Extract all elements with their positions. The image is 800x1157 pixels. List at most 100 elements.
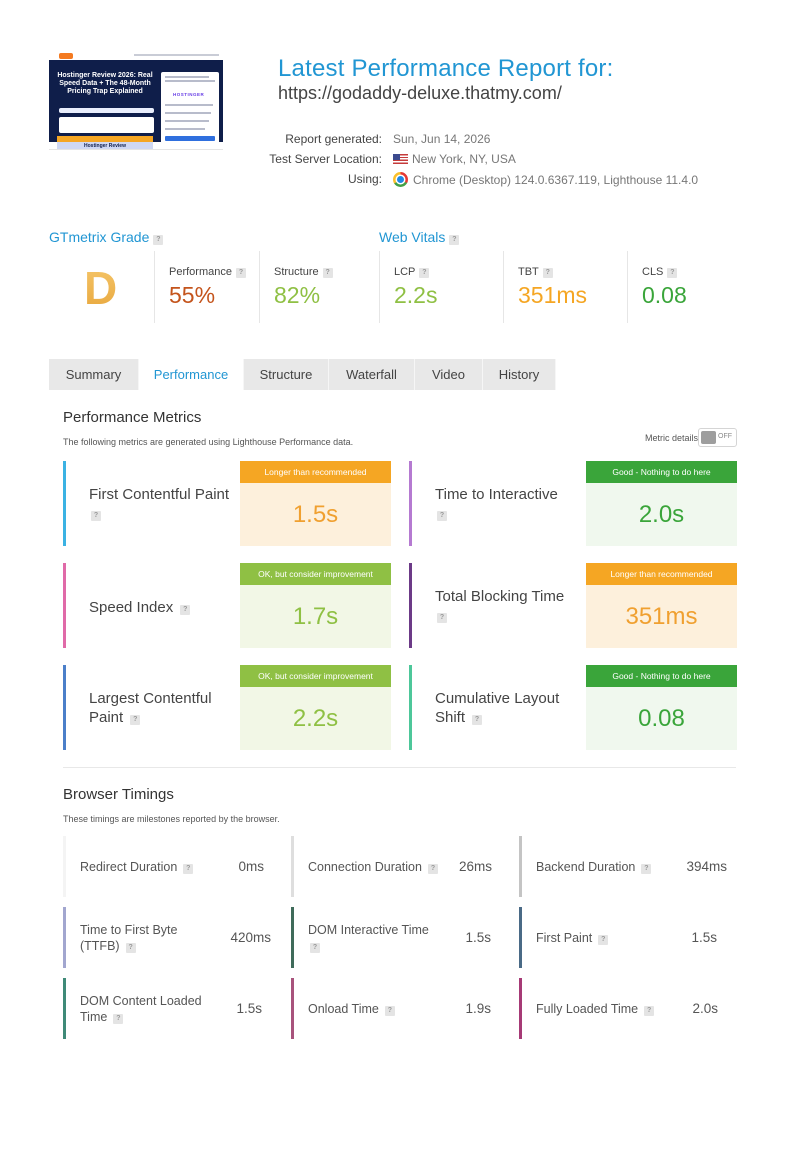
- timing-name: First Paint?: [536, 930, 686, 946]
- tbt-label: TBT: [518, 266, 539, 278]
- help-icon[interactable]: ?: [419, 268, 430, 278]
- metric-value: 1.7s: [292, 603, 339, 630]
- help-icon[interactable]: ?: [384, 1006, 395, 1016]
- thumbnail-card-button: [165, 136, 215, 141]
- help-icon[interactable]: ?: [183, 864, 194, 874]
- tab-structure[interactable]: Structure: [244, 359, 329, 390]
- thumbnail-card-brand: HOSTINGER: [173, 92, 205, 97]
- timing-value: 1.5s: [691, 930, 717, 945]
- toggle-state: OFF: [718, 433, 732, 440]
- help-icon[interactable]: ?: [310, 943, 320, 953]
- help-icon[interactable]: ?: [427, 864, 438, 874]
- grade-letter: D: [84, 260, 120, 316]
- timing-name: DOM Interactive Time?: [308, 922, 438, 954]
- metric-stripe: [409, 563, 412, 648]
- help-icon[interactable]: ?: [472, 715, 483, 725]
- help-icon[interactable]: ?: [91, 511, 101, 521]
- status-badge: Good - Nothing to do here: [586, 461, 737, 483]
- structure-score: Structure? 82%: [259, 251, 379, 323]
- tbt-vital: TBT? 351ms: [503, 251, 627, 323]
- help-icon[interactable]: ?: [667, 268, 678, 278]
- help-icon[interactable]: ?: [598, 935, 609, 945]
- metric-name: Total Blocking Time?: [435, 587, 585, 625]
- help-icon[interactable]: ?: [125, 943, 136, 953]
- thumbnail-nav-links: [134, 54, 219, 56]
- timing-name: DOM Content Loaded Time?: [80, 993, 205, 1025]
- metric-value: 351ms: [625, 603, 698, 630]
- report-title: Latest Performance Report for:: [278, 55, 614, 82]
- timing-name: Redirect Duration?: [80, 859, 230, 875]
- metric-cumulative-layout-shift: Cumulative Layout Shift? Good - Nothing …: [409, 665, 737, 750]
- report-generated-label: Report generated:: [285, 132, 382, 146]
- browser-timings-description: These timings are milestones reported by…: [63, 814, 280, 824]
- using-label: Using:: [347, 172, 382, 186]
- timing-value: 26ms: [458, 859, 492, 874]
- timing-onload-time: Onload Time? 1.9s: [291, 978, 507, 1039]
- using-value: Chrome (Desktop) 124.0.6367.119, Lightho…: [413, 173, 699, 187]
- help-icon[interactable]: ?: [437, 511, 447, 521]
- report-generated-value: Sun, Jun 14, 2026: [393, 132, 491, 146]
- tbt-value: 351ms: [518, 282, 588, 308]
- help-icon[interactable]: ?: [113, 1014, 124, 1024]
- metric-name-text: Total Blocking Time: [435, 588, 565, 605]
- status-badge: Good - Nothing to do here: [586, 665, 737, 687]
- report-url[interactable]: https://godaddy-deluxe.thatmy.com/: [278, 83, 562, 103]
- cls-label: CLS: [642, 266, 664, 278]
- timing-name: Backend Duration?: [536, 859, 686, 875]
- metric-result: Good - Nothing to do here 2.0s: [586, 461, 737, 546]
- timing-value: 394ms: [686, 859, 727, 874]
- page-screenshot-thumbnail: Hostinger Review 2026: Real Speed Data +…: [49, 52, 223, 150]
- help-icon[interactable]: ?: [437, 613, 447, 623]
- timing-name-text: Backend Duration: [536, 860, 636, 874]
- lcp-label: LCP: [394, 266, 416, 278]
- tab-performance[interactable]: Performance: [139, 359, 244, 390]
- help-icon[interactable]: ?: [641, 864, 652, 874]
- help-icon[interactable]: ?: [153, 235, 164, 245]
- timing-name: Time to First Byte (TTFB)?: [80, 922, 195, 954]
- help-icon[interactable]: ?: [322, 268, 333, 278]
- timing-stripe: [291, 907, 294, 968]
- metric-speed-index: Speed Index? OK, but consider improvemen…: [63, 563, 391, 648]
- help-icon[interactable]: ?: [644, 1006, 655, 1016]
- performance-metrics-heading: Performance Metrics: [63, 409, 202, 426]
- web-vitals-heading-text: Web Vitals: [379, 229, 446, 245]
- help-icon[interactable]: ?: [542, 268, 553, 278]
- help-icon[interactable]: ?: [180, 605, 191, 615]
- help-icon[interactable]: ?: [235, 268, 246, 278]
- tab-waterfall[interactable]: Waterfall: [329, 359, 415, 390]
- tab-video[interactable]: Video: [415, 359, 483, 390]
- thumbnail-logo-icon: [59, 53, 73, 59]
- performance-score: Performance? 55%: [154, 251, 259, 323]
- timing-value: 0ms: [238, 859, 264, 874]
- structure-value: 82%: [274, 282, 321, 308]
- metric-value: 2.2s: [292, 705, 339, 732]
- metric-value: 2.0s: [638, 501, 685, 528]
- timing-stripe: [519, 907, 522, 968]
- us-flag-icon: [393, 154, 408, 164]
- thumbnail-author-box: [59, 117, 154, 133]
- timing-connection-duration: Connection Duration? 26ms: [291, 836, 507, 897]
- metric-name: Time to Interactive?: [435, 485, 585, 523]
- help-icon[interactable]: ?: [130, 715, 141, 725]
- tab-summary[interactable]: Summary: [49, 359, 139, 390]
- metric-value: 1.5s: [292, 501, 339, 528]
- thumbnail-hero-title: Hostinger Review 2026: Real Speed Data +…: [57, 72, 153, 95]
- timing-name-text: Time to First Byte (TTFB): [80, 923, 178, 953]
- status-badge: Longer than recommended: [240, 461, 391, 483]
- metric-stripe: [409, 461, 412, 546]
- tab-history[interactable]: History: [483, 359, 556, 390]
- help-icon[interactable]: ?: [449, 235, 460, 245]
- browser-timings-heading: Browser Timings: [63, 786, 174, 803]
- server-location: New York, NY, USA: [393, 152, 516, 166]
- timing-value: 1.9s: [465, 1001, 491, 1016]
- timing-stripe: [63, 836, 66, 897]
- metric-stripe: [63, 563, 66, 648]
- section-divider: [63, 767, 736, 768]
- metric-total-blocking-time: Total Blocking Time? Longer than recomme…: [409, 563, 737, 648]
- metric-details-toggle[interactable]: OFF: [698, 428, 737, 447]
- chrome-icon: [393, 172, 408, 187]
- timing-stripe: [63, 978, 66, 1039]
- metric-name-text: Time to Interactive: [435, 486, 558, 503]
- timing-dom-interactive-time: DOM Interactive Time? 1.5s: [291, 907, 507, 968]
- timing-time-to-first-byte: Time to First Byte (TTFB)? 420ms: [63, 907, 279, 968]
